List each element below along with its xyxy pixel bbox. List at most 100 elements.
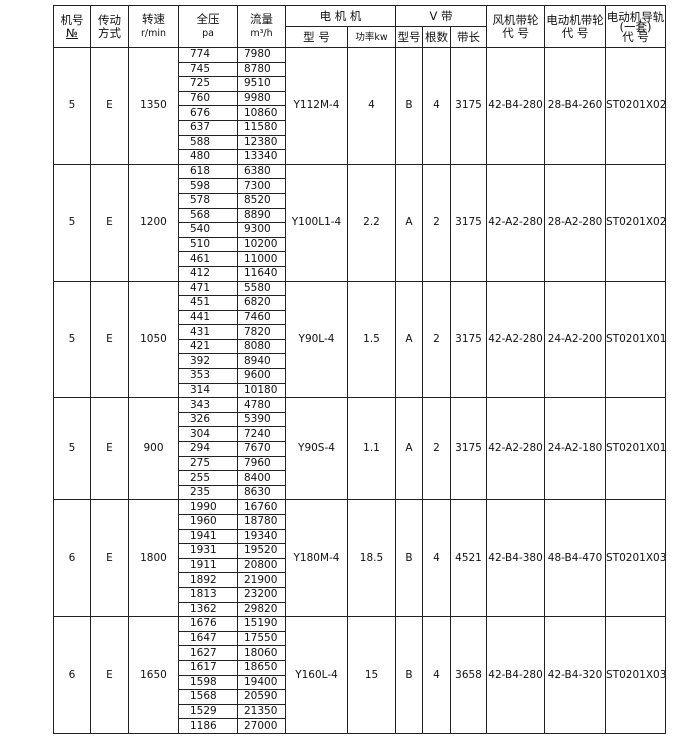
- belt-type-cell: B: [395, 616, 423, 734]
- header-text: r/min: [140, 28, 167, 39]
- pressure-cell: 326: [178, 411, 238, 428]
- pressure-cell: 1960: [178, 514, 238, 530]
- header-text: 传动: [98, 12, 121, 27]
- no-cell: 5: [53, 280, 91, 399]
- flow-cell: 6820: [237, 295, 286, 311]
- motor-model-cell: Y112M-4: [285, 47, 348, 165]
- no-cell: 6: [53, 616, 91, 734]
- table-row: 1186 27000: [54, 718, 666, 734]
- pressure-cell: 294: [178, 441, 238, 457]
- pressure-cell: 255: [178, 470, 238, 486]
- speed-cell: 900: [128, 397, 179, 501]
- flow-cell: 9600: [237, 368, 286, 384]
- power-cell: 4: [347, 47, 396, 165]
- fan-pulley-cell: 42-B4-280: [486, 47, 546, 165]
- header-cell: 全压 pa: [178, 5, 238, 48]
- flow-cell: 20590: [237, 689, 286, 705]
- drive-cell: E: [90, 163, 129, 282]
- spec-table: 机号 № 传动 方式 转速 r/min 全压 pa 流量 m³/h 电 机 机 V 带 风…: [53, 5, 667, 734]
- table-header: 机号 № 传动 方式 转速 r/min 全压 pa 流量 m³/h 电 机 机 V 带 风…: [53, 5, 667, 48]
- header-text: 风机带轮: [492, 12, 539, 27]
- pressure-cell: 235: [178, 484, 238, 501]
- pressure-cell: 343: [178, 397, 238, 413]
- flow-cell: 16760: [237, 499, 286, 515]
- table-row: 510 10200: [54, 236, 666, 253]
- no-cell: 6: [53, 499, 91, 618]
- header-text: 方式: [98, 25, 121, 40]
- drive-cell: E: [90, 397, 129, 501]
- pressure-cell: 1892: [178, 572, 238, 588]
- belt-length-cell: 3175: [449, 47, 488, 165]
- flow-cell: 19520: [237, 543, 286, 559]
- header-cell: 电动机导轨 (一套) 代 号: [605, 5, 667, 48]
- belt-length-cell: 3175: [449, 280, 488, 399]
- table-row: 745 8780: [54, 61, 666, 78]
- pressure-cell: 588: [178, 134, 238, 151]
- belt-count-cell: 2: [422, 280, 451, 399]
- drive-cell: E: [90, 280, 129, 399]
- belt-length-cell: 3658: [449, 616, 488, 734]
- flow-cell: 7300: [237, 178, 286, 194]
- pressure-cell: 353: [178, 368, 238, 384]
- motor-pulley-cell: 24-A2-200: [544, 280, 607, 399]
- header-text: 代 号: [622, 29, 649, 44]
- flow-cell: 15190: [237, 616, 286, 632]
- table-row: 235 8630: [54, 484, 666, 501]
- header-text: 流量: [250, 12, 273, 26]
- rail-cell: ST0201X01: [605, 397, 667, 501]
- speed-cell: 1200: [128, 163, 179, 282]
- pressure-cell: 1568: [178, 689, 238, 705]
- flow-cell: 9980: [237, 90, 286, 107]
- header-text: 代 号: [502, 25, 529, 40]
- power-cell: 15: [347, 616, 396, 734]
- pressure-cell: 725: [178, 76, 238, 92]
- spec-table-container: 机号 № 传动 方式 转速 r/min 全压 pa 流量 m³/h 电 机 机 V 带 风…: [53, 5, 667, 734]
- motor-model-cell: Y100L1-4: [285, 163, 348, 282]
- header-cell: 功率kw: [347, 26, 396, 48]
- flow-cell: 23200: [237, 586, 286, 603]
- pressure-cell: 618: [178, 163, 238, 180]
- table-row: 6 E 1650 1676 15190 Y160L-4 15 B 4 3658 42-B4-280 4…: [53, 616, 667, 734]
- flow-cell: 7240: [237, 426, 286, 443]
- fan-pulley-cell: 42-B4-280: [486, 616, 546, 734]
- belt-length-cell: 4521: [449, 499, 488, 618]
- flow-cell: 8400: [237, 470, 286, 486]
- flow-cell: 21350: [237, 703, 286, 720]
- pressure-cell: 637: [178, 119, 238, 136]
- table-row: 1941 19340: [54, 528, 666, 545]
- flow-cell: 8080: [237, 338, 286, 355]
- drive-cell: E: [90, 47, 129, 165]
- flow-cell: 18060: [237, 645, 286, 661]
- speed-cell: 1350: [128, 47, 179, 165]
- power-cell: 1.5: [347, 280, 396, 399]
- table-row: 5 E 900 343 4780 Y90S-4 1.1 A 2 3175 42-A2-280 24-A…: [53, 397, 667, 501]
- motor-pulley-cell: 42-B4-320: [544, 616, 607, 734]
- header-cell: 电动机带轮代 号: [544, 5, 607, 48]
- header-cell: 传动 方式: [90, 5, 129, 48]
- motor-pulley-cell: 28-A2-280: [544, 163, 607, 282]
- motor-model-cell: Y90L-4: [285, 280, 348, 399]
- header-text: m³/h: [250, 28, 273, 39]
- flow-cell: 7980: [237, 47, 286, 63]
- table-row: 6 E 1800 1990 16760 Y180M-4 18.5 B 4 4521 42-B4-38…: [53, 499, 667, 618]
- pressure-cell: 1617: [178, 659, 238, 676]
- table-row: 5 E 1050 471 5580 Y90L-4 1.5 A 2 3175 42-A2-280 24-…: [53, 280, 667, 399]
- flow-cell: 10180: [237, 382, 286, 399]
- flow-cell: 8520: [237, 192, 286, 209]
- pressure-cell: 1627: [178, 645, 238, 661]
- table-row: 1931 19520: [54, 543, 666, 559]
- flow-cell: 19400: [237, 674, 286, 691]
- pressure-cell: 1931: [178, 543, 238, 559]
- fan-pulley-cell: 42-A2-280: [486, 163, 546, 282]
- header-cell: 型 号: [285, 26, 348, 48]
- flow-cell: 29820: [237, 601, 286, 618]
- pressure-cell: 1647: [178, 630, 238, 647]
- belt-type-cell: A: [395, 280, 423, 399]
- pressure-cell: 510: [178, 236, 238, 253]
- header-text: 全压: [196, 12, 220, 26]
- pressure-cell: 774: [178, 47, 238, 63]
- table-row: 304 7240: [54, 426, 666, 443]
- belt-type-cell: B: [395, 499, 423, 618]
- power-cell: 1.1: [347, 397, 396, 501]
- table-row: 1617 18650: [54, 659, 666, 676]
